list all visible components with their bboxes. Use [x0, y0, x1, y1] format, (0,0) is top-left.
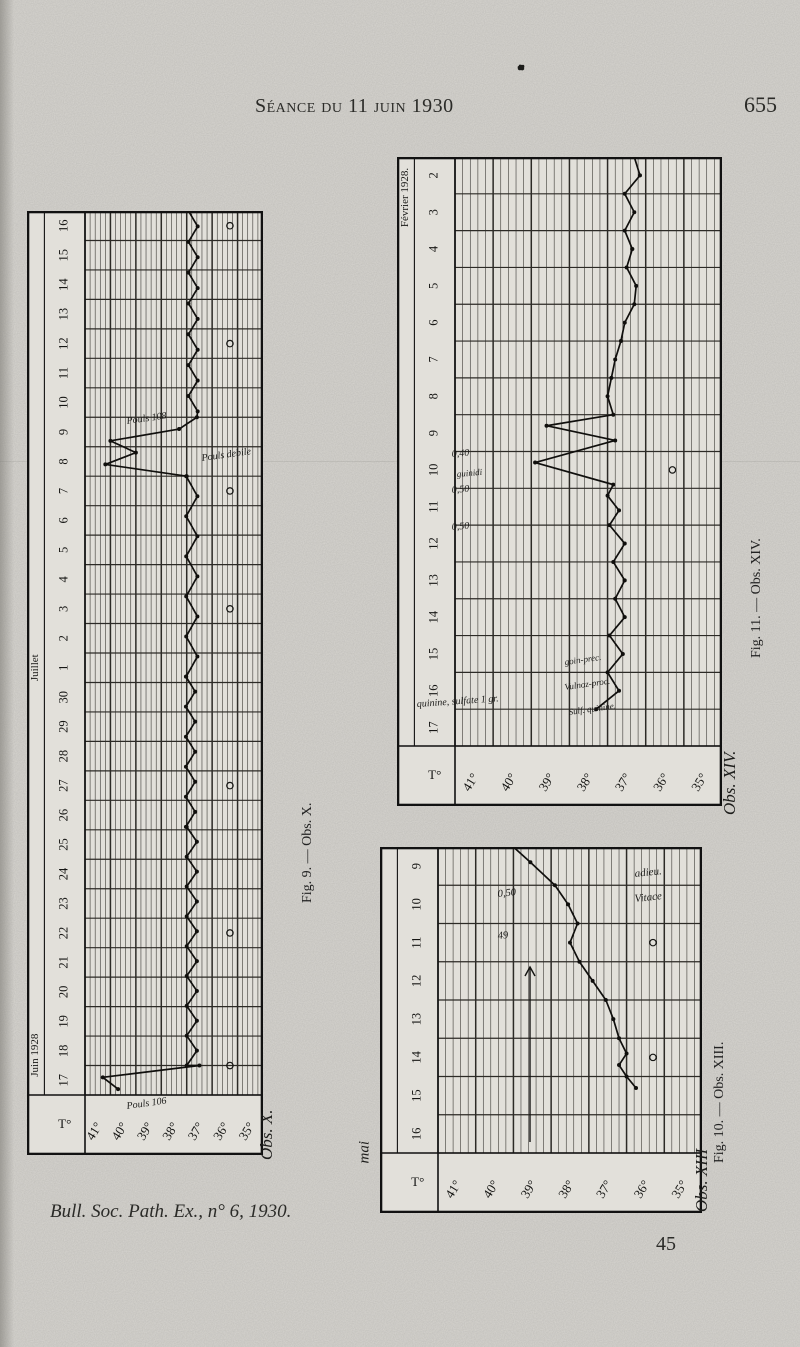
svg-text:2: 2: [57, 635, 71, 641]
svg-text:8: 8: [427, 393, 441, 399]
svg-text:6: 6: [57, 517, 71, 523]
svg-text:0,40: 0,40: [451, 448, 469, 460]
svg-text:7: 7: [427, 356, 441, 362]
svg-text:11: 11: [427, 501, 441, 513]
svg-text:11: 11: [57, 367, 71, 379]
svg-text:9: 9: [410, 863, 424, 869]
svg-text:30: 30: [57, 691, 71, 704]
svg-text:Juillet: Juillet: [29, 654, 41, 681]
svg-text:29: 29: [57, 720, 71, 733]
svg-text:14: 14: [57, 278, 71, 291]
svg-text:5: 5: [57, 547, 71, 553]
svg-text:14: 14: [410, 1050, 424, 1063]
svg-text:16: 16: [427, 685, 441, 698]
svg-text:15: 15: [57, 249, 71, 262]
svg-text:12: 12: [410, 975, 424, 988]
svg-text:9: 9: [57, 429, 71, 435]
svg-text:22: 22: [57, 927, 71, 940]
svg-text:17: 17: [427, 721, 441, 734]
svg-text:T°: T°: [411, 1174, 424, 1189]
svg-text:T°: T°: [58, 1116, 71, 1131]
svg-text:0,50: 0,50: [497, 887, 517, 900]
svg-text:14: 14: [427, 610, 441, 623]
svg-text:Juin 1928: Juin 1928: [29, 1033, 41, 1077]
svg-text:12: 12: [57, 337, 71, 350]
svg-text:15: 15: [410, 1089, 424, 1102]
svg-text:7: 7: [57, 488, 71, 494]
svg-text:18: 18: [57, 1045, 71, 1058]
svg-text:4: 4: [57, 575, 71, 582]
svg-text:13: 13: [410, 1013, 424, 1026]
svg-text:13: 13: [57, 308, 71, 321]
svg-text:27: 27: [57, 779, 71, 792]
svg-text:25: 25: [57, 838, 71, 851]
svg-text:21: 21: [57, 956, 71, 969]
svg-text:Février 1928.: Février 1928.: [399, 168, 411, 228]
svg-text:11: 11: [410, 937, 424, 949]
svg-text:12: 12: [427, 537, 441, 550]
svg-text:28: 28: [57, 750, 71, 763]
svg-text:19: 19: [57, 1015, 71, 1028]
svg-text:2: 2: [427, 172, 441, 178]
svg-text:9: 9: [427, 430, 441, 436]
svg-text:24: 24: [57, 867, 71, 880]
svg-text:17: 17: [57, 1074, 71, 1087]
svg-text:3: 3: [427, 209, 441, 215]
svg-text:5: 5: [427, 283, 441, 289]
svg-text:16: 16: [57, 219, 71, 232]
svg-text:0,50: 0,50: [451, 521, 469, 533]
svg-text:20: 20: [57, 986, 71, 999]
svg-text:16: 16: [410, 1128, 424, 1141]
svg-text:8: 8: [57, 458, 71, 464]
svg-text:15: 15: [427, 648, 441, 661]
svg-text:10: 10: [410, 898, 424, 911]
svg-text:23: 23: [57, 897, 71, 910]
svg-text:10: 10: [427, 464, 441, 477]
svg-text:10: 10: [57, 396, 71, 409]
svg-text:13: 13: [427, 574, 441, 587]
svg-text:6: 6: [427, 320, 441, 326]
svg-text:1: 1: [57, 665, 71, 671]
svg-text:49: 49: [497, 930, 509, 942]
svg-text:T°: T°: [428, 767, 441, 782]
svg-text:3: 3: [57, 606, 71, 612]
svg-text:26: 26: [57, 809, 71, 822]
svg-text:4: 4: [427, 245, 441, 252]
svg-text:0,50: 0,50: [451, 484, 469, 496]
